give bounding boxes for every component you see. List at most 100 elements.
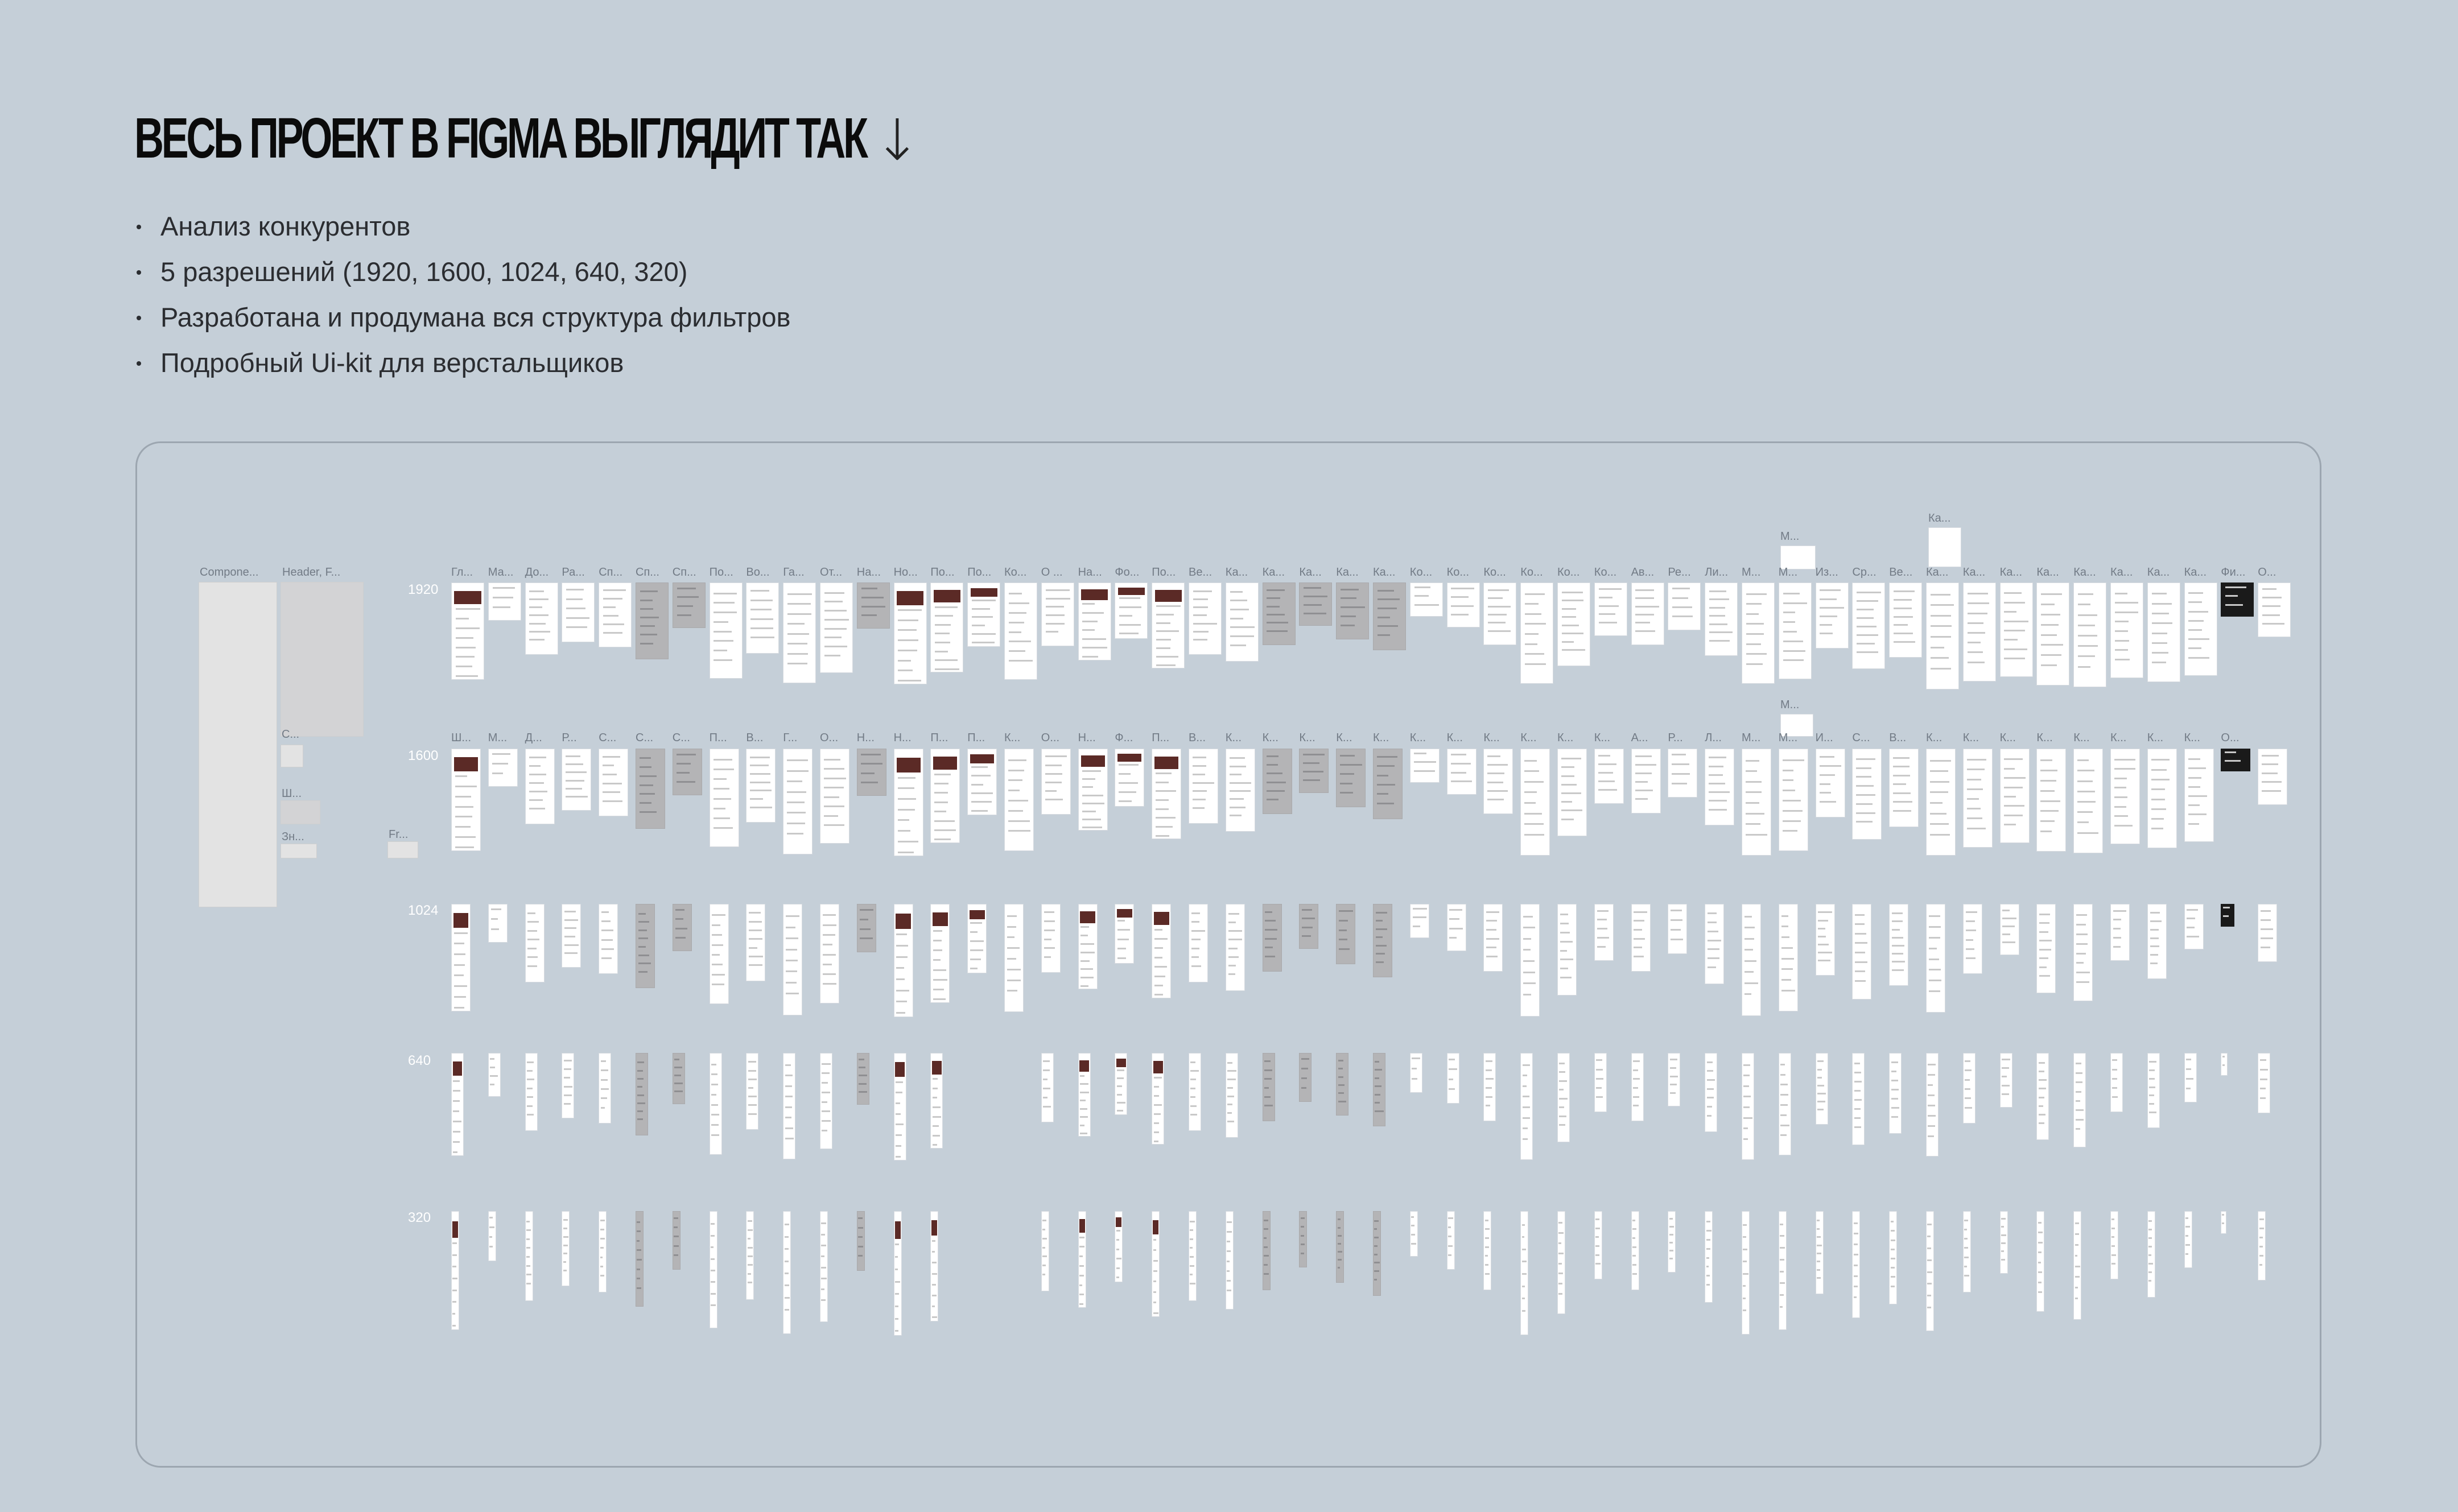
page-frame[interactable] [2073,904,2093,1001]
page-frame[interactable] [636,1053,648,1135]
page-frame[interactable] [930,1211,939,1321]
page-frame[interactable] [1373,583,1406,650]
page-frame[interactable] [525,904,545,982]
page-frame[interactable] [1262,1211,1271,1290]
component-frame-small[interactable] [281,745,303,767]
page-frame[interactable] [672,583,706,628]
page-frame[interactable] [1594,904,1614,961]
page-frame[interactable] [1446,749,1477,795]
page-frame[interactable] [1041,904,1061,973]
page-frame[interactable] [1631,904,1651,972]
page-frame[interactable] [2221,583,2254,617]
page-frame[interactable] [1483,1053,1496,1121]
page-frame[interactable] [2036,1211,2045,1312]
page-frame[interactable] [1409,749,1440,783]
page-frame[interactable] [820,583,853,673]
page-frame[interactable] [1926,1053,1939,1156]
figma-canvas-preview[interactable]: Compone... Header, F... C... Ш... Зн... … [135,441,2321,1468]
page-frame[interactable] [562,749,592,811]
page-frame[interactable] [636,904,655,988]
page-frame[interactable] [1999,1211,2008,1274]
page-frame[interactable] [820,1053,832,1149]
page-frame[interactable] [2184,749,2214,842]
page-frame[interactable] [746,1211,754,1300]
page-frame[interactable] [1520,904,1540,1017]
page-frame[interactable] [1004,904,1024,1012]
page-frame[interactable] [2110,583,2143,678]
page-frame[interactable] [1815,1053,1828,1125]
page-frame[interactable] [2073,1053,2086,1147]
page-frame[interactable] [1409,1211,1418,1257]
page-frame[interactable] [525,749,555,824]
page-frame[interactable] [1004,583,1037,680]
page-frame[interactable] [2110,904,2130,961]
page-frame[interactable] [1152,1053,1165,1145]
page-frame[interactable] [783,749,813,854]
page-frame[interactable] [856,1053,869,1105]
page-frame[interactable] [2036,904,2056,993]
page-frame[interactable] [1778,1211,1787,1330]
page-frame[interactable] [1668,1053,1681,1106]
page-frame[interactable] [1409,904,1429,938]
page-frame[interactable] [1705,1053,1718,1132]
page-frame[interactable] [1446,1211,1455,1270]
page-frame[interactable] [562,583,595,642]
page-frame[interactable] [1189,904,1208,982]
page-frame[interactable] [1520,749,1550,856]
page-frame[interactable] [599,749,629,816]
page-frame[interactable] [2184,904,2204,949]
page-frame[interactable] [1409,1053,1422,1093]
page-frame[interactable] [488,583,521,621]
page-frame[interactable] [1742,1053,1754,1160]
page-frame[interactable] [1189,583,1222,655]
page-frame[interactable] [1373,1053,1385,1126]
page-frame[interactable] [1852,904,1872,999]
page-frame[interactable] [2110,1053,2123,1112]
page-frame[interactable] [1742,1211,1750,1335]
page-frame[interactable] [1928,527,1961,567]
page-frame[interactable] [1999,1053,2012,1108]
page-frame[interactable] [1668,749,1698,798]
page-frame[interactable] [1999,583,2033,677]
page-frame[interactable] [2036,1053,2049,1140]
page-frame[interactable] [2184,1211,2192,1268]
page-frame[interactable] [893,749,923,856]
page-frame[interactable] [820,1211,828,1322]
page-frame[interactable] [1889,583,1923,658]
page-frame[interactable] [746,749,776,823]
page-frame[interactable] [2221,904,2235,927]
page-frame[interactable] [488,904,508,943]
page-frame[interactable] [599,1211,607,1292]
page-frame[interactable] [672,904,692,951]
page-frame[interactable] [2184,583,2217,676]
page-frame[interactable] [525,583,558,655]
page-frame[interactable] [1299,583,1333,626]
page-frame[interactable] [1336,583,1370,639]
page-frame[interactable] [930,904,950,1003]
page-frame[interactable] [636,583,669,659]
page-frame[interactable] [1041,749,1071,815]
page-frame[interactable] [1926,1211,1934,1331]
page-frame[interactable] [1262,1053,1275,1121]
page-frame[interactable] [451,1053,464,1156]
page-frame[interactable] [1705,904,1725,984]
page-frame[interactable] [783,1053,796,1159]
page-frame[interactable] [2184,1053,2197,1102]
page-frame[interactable] [893,1053,906,1160]
page-frame[interactable] [599,583,632,647]
page-frame[interactable] [1705,749,1735,825]
page-frame[interactable] [1926,583,1959,689]
page-frame[interactable] [1815,749,1845,817]
page-frame[interactable] [451,1211,459,1330]
header-footer-frame[interactable] [281,582,364,737]
page-frame[interactable] [856,749,886,796]
page-frame[interactable] [1446,1053,1459,1104]
page-frame[interactable] [1262,583,1296,645]
page-frame[interactable] [1668,583,1701,630]
page-frame[interactable] [1004,749,1034,851]
page-frame[interactable] [709,1053,722,1155]
page-frame[interactable] [820,904,839,1003]
page-frame[interactable] [599,904,618,974]
page-frame[interactable] [856,583,890,629]
page-frame[interactable] [1409,583,1443,617]
